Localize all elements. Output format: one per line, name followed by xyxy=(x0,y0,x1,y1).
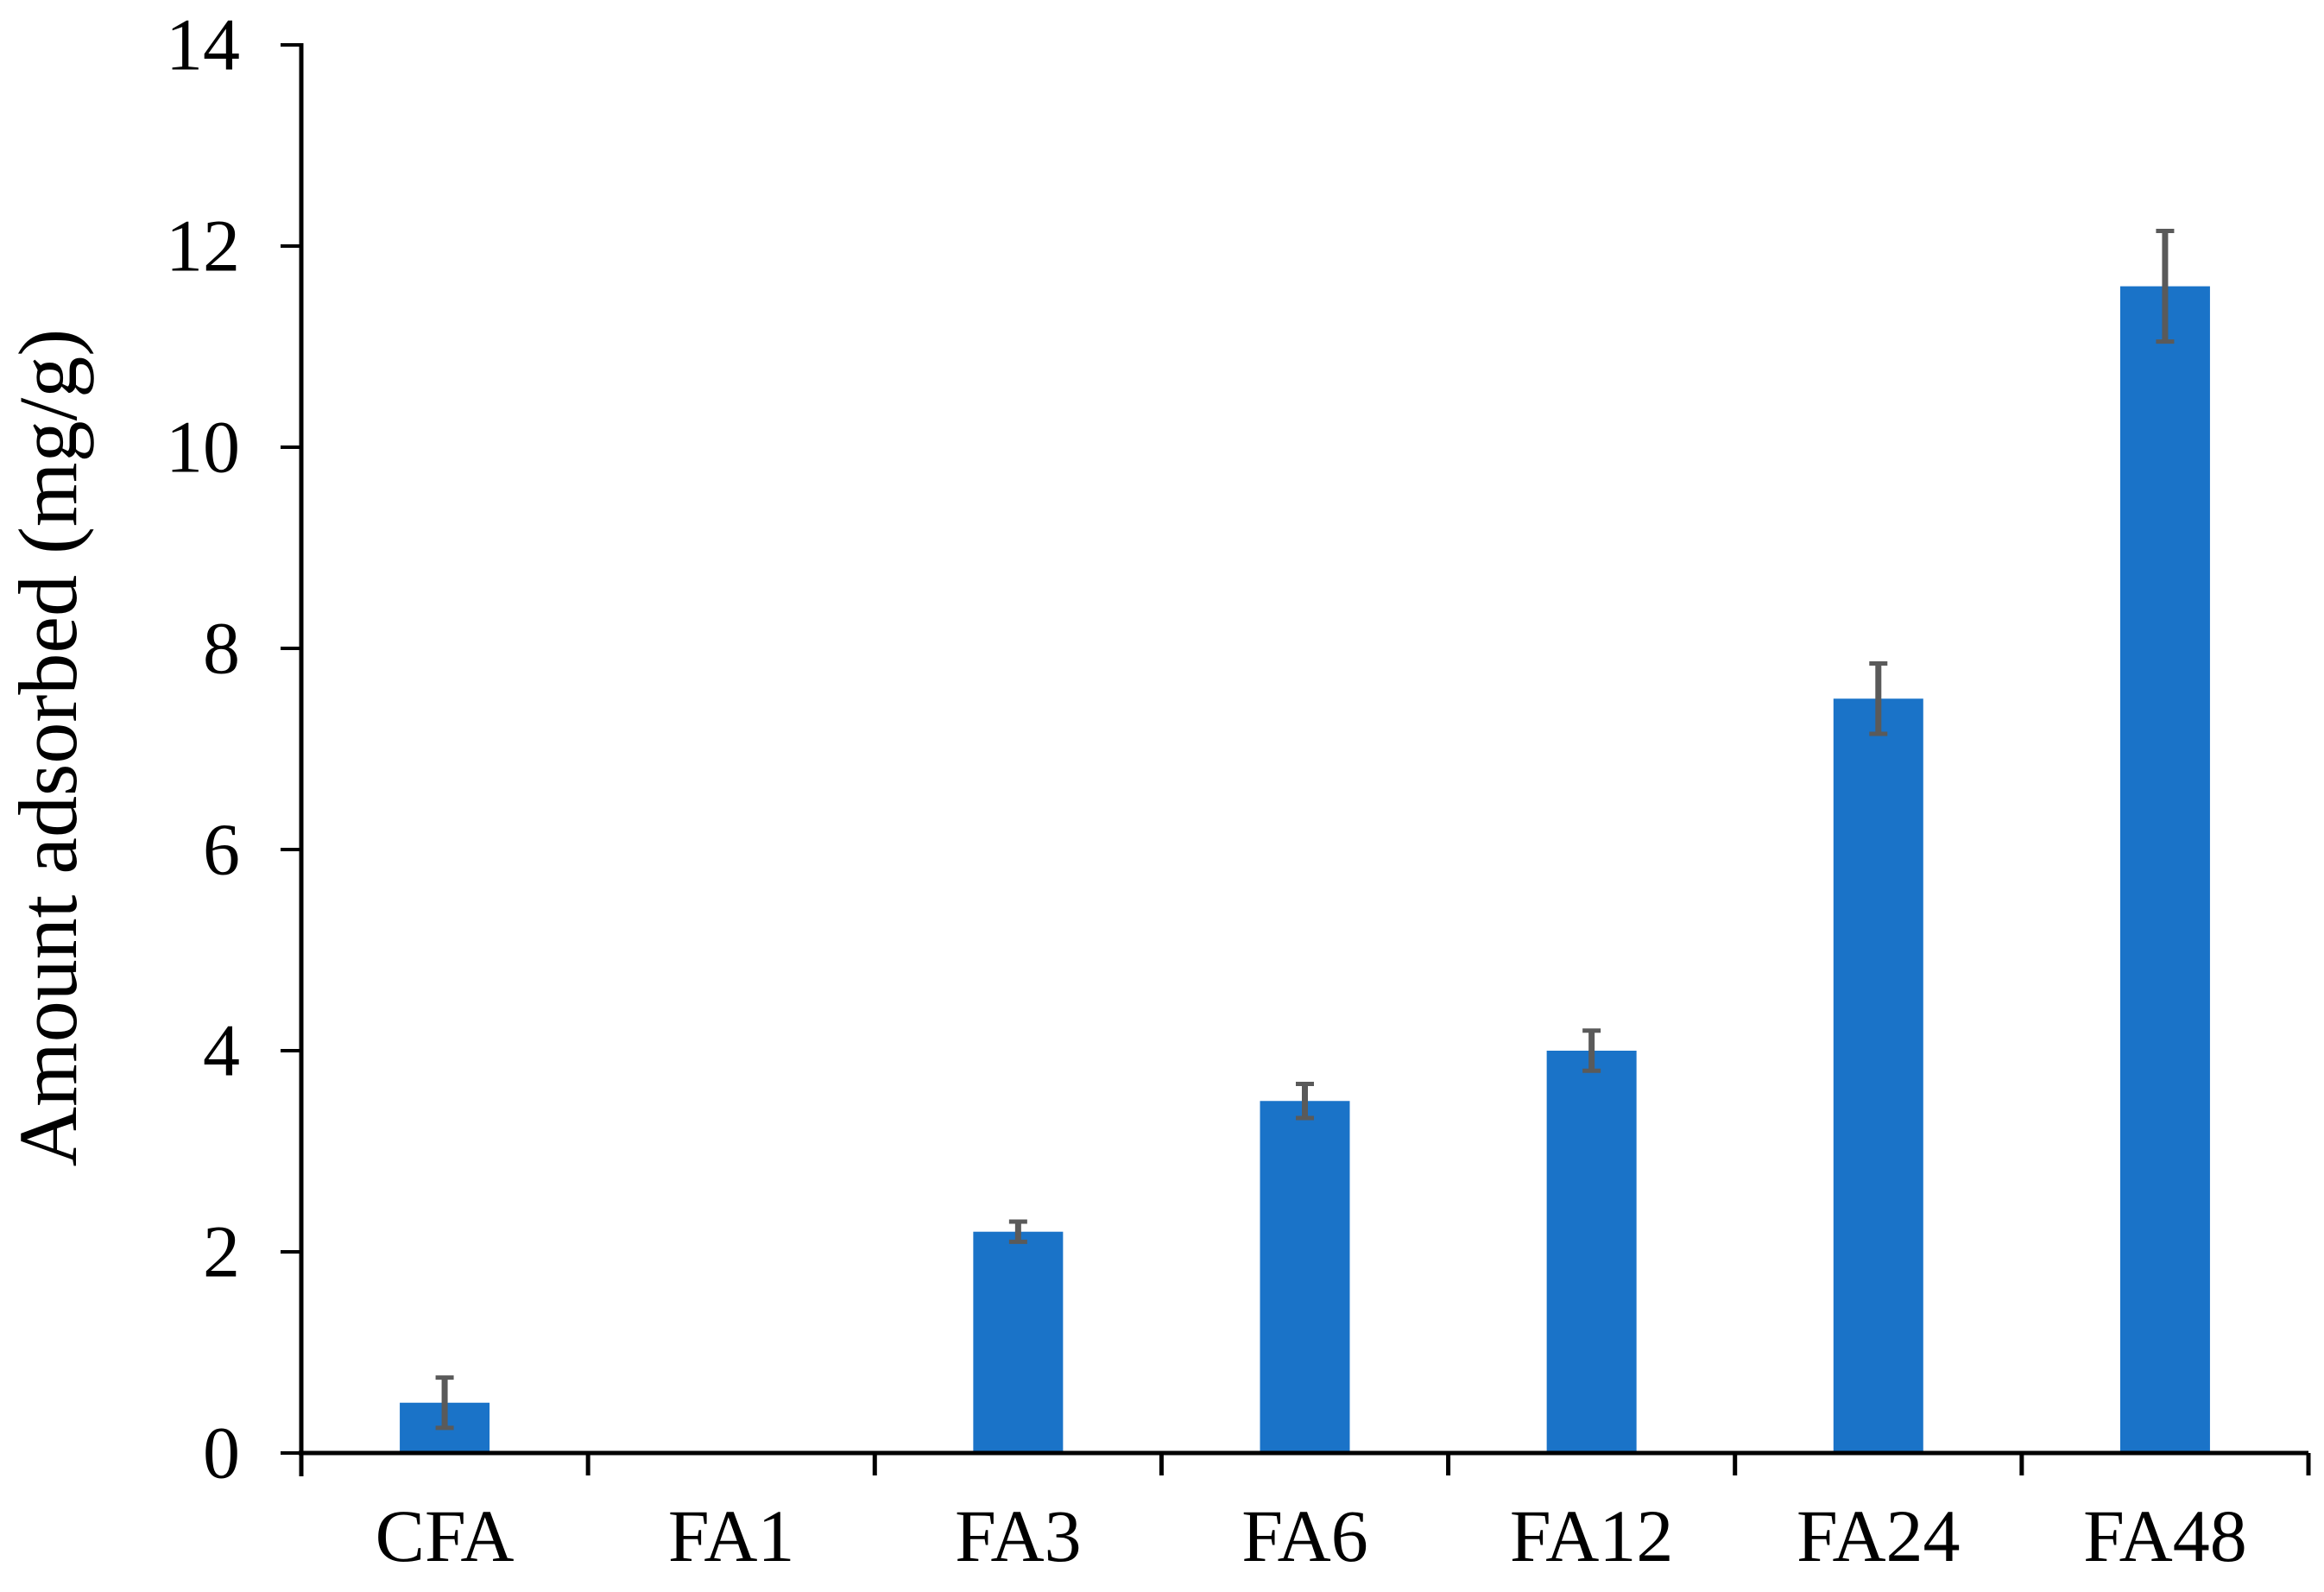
bar-FA48 xyxy=(2119,286,2210,1454)
bars-layer xyxy=(400,286,2210,1454)
error-bars-layer xyxy=(435,229,2175,1431)
x-category-label-CFA: CFA xyxy=(376,1494,515,1577)
y-tick-label: 0 xyxy=(203,1411,240,1494)
y-tick-label: 2 xyxy=(203,1210,240,1292)
bar-FA24 xyxy=(1833,698,1923,1453)
bar-FA3 xyxy=(973,1231,1064,1453)
x-category-label-FA1: FA1 xyxy=(668,1494,795,1577)
x-category-label-FA12: FA12 xyxy=(1510,1494,1674,1577)
y-tick-label: 6 xyxy=(203,807,240,890)
bar-FA6 xyxy=(1260,1101,1350,1453)
bar-FA12 xyxy=(1546,1051,1637,1453)
y-tick-label: 14 xyxy=(166,3,240,85)
x-category-label-FA24: FA24 xyxy=(1797,1494,1961,1577)
x-category-label-FA6: FA6 xyxy=(1241,1494,1368,1577)
y-tick-label: 8 xyxy=(203,606,240,689)
axes-layer xyxy=(281,43,2311,1476)
y-tick-label: 10 xyxy=(166,405,240,488)
tick-labels-layer: 0 2 4 6 8 10 12 14 CFA FA1 FA3 FA6 FA12 FA24 FA48 xyxy=(166,3,2247,1577)
x-category-label-FA3: FA3 xyxy=(955,1494,1082,1577)
x-category-label-FA48: FA48 xyxy=(2083,1494,2247,1577)
y-tick-label: 12 xyxy=(166,204,240,287)
y-axis-title: Amount adsorbed (mg/g) xyxy=(2,329,94,1167)
y-tick-label: 4 xyxy=(203,1008,240,1091)
